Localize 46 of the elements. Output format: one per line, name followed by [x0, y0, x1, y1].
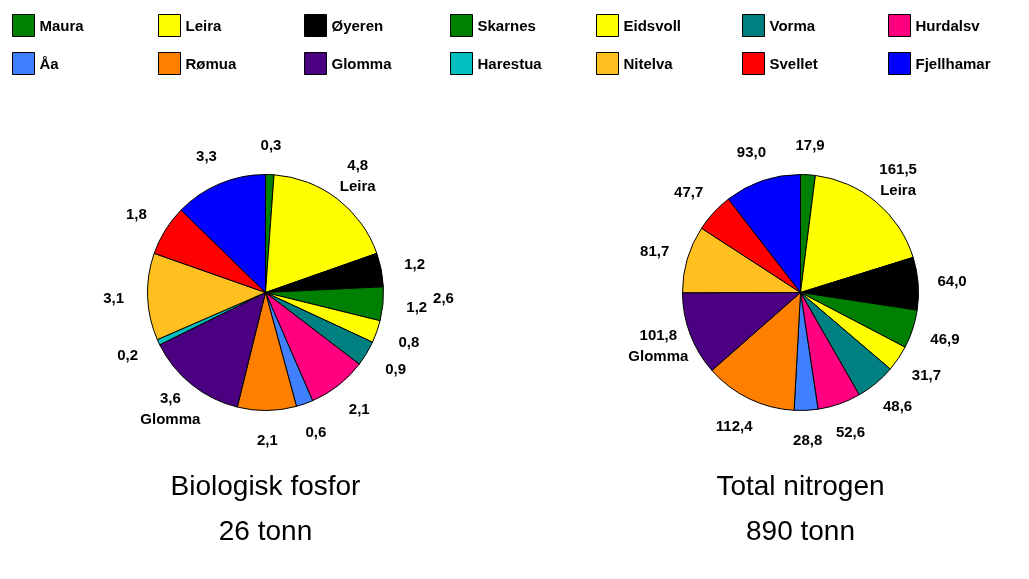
data-label: 0,3 — [260, 135, 282, 153]
legend-label: Øyeren — [331, 17, 384, 34]
data-label: 1,2 — [404, 255, 426, 273]
data-label: 2,1 — [348, 400, 370, 417]
data-label: 0,9 — [385, 360, 407, 378]
data-label: 93,0 — [736, 143, 767, 161]
legend-label: Glomma — [331, 55, 393, 72]
text: 26 tonn — [218, 515, 313, 546]
data-label: 64,0 — [937, 272, 967, 290]
legend-label: Skarnes — [477, 17, 536, 34]
data-label: 1,8 — [125, 205, 147, 223]
data-label: 112,4 — [715, 416, 754, 434]
text: 2,6 — [433, 288, 454, 306]
data-label: 2,1 — [256, 431, 278, 449]
data-label: 1,2 — [406, 297, 428, 315]
data-label: 47,7 — [674, 183, 704, 201]
data-label: 3,6 Glomma — [140, 389, 201, 427]
data-label: 81,7 — [640, 241, 670, 259]
data-label: 4,8 Leira — [339, 156, 377, 194]
legend-label: Leira — [185, 17, 223, 34]
legend-label: Fjellhamar — [915, 55, 991, 72]
text: Total nitrogen — [716, 470, 885, 501]
data-label: 101,8 Glomma — [628, 326, 689, 364]
legend-label: Svellet — [769, 55, 818, 72]
data-label: 0,2 — [117, 345, 139, 363]
text: 890 tonn — [746, 515, 855, 546]
data-label: 28,8 — [793, 431, 823, 449]
data-label: 0,6 — [305, 423, 327, 441]
data-label: 31,7 — [911, 366, 942, 384]
data-label: 3,1 — [103, 288, 125, 306]
data-label: 17,9 — [795, 135, 825, 153]
data-label: 52,6 — [835, 423, 866, 441]
text: Biologisk fosfor — [170, 470, 361, 501]
legend-label: Vorma — [769, 17, 816, 34]
data-label: 48,6 — [883, 397, 913, 415]
data-label: 3,3 — [196, 147, 217, 165]
data-label: 46,9 — [930, 329, 960, 347]
data-label: 161,5 Leira — [879, 160, 917, 198]
legend-label: Rømua — [185, 55, 237, 72]
legend-label: Harestua — [477, 55, 543, 72]
data-label: 0,8 — [398, 332, 420, 350]
legend-label: Maura — [39, 17, 85, 34]
legend-label: Nitelva — [623, 55, 674, 72]
legend-label: Hurdalsv — [915, 17, 981, 34]
legend-label: Eidsvoll — [623, 17, 682, 34]
legend-label: Åa — [39, 55, 60, 72]
